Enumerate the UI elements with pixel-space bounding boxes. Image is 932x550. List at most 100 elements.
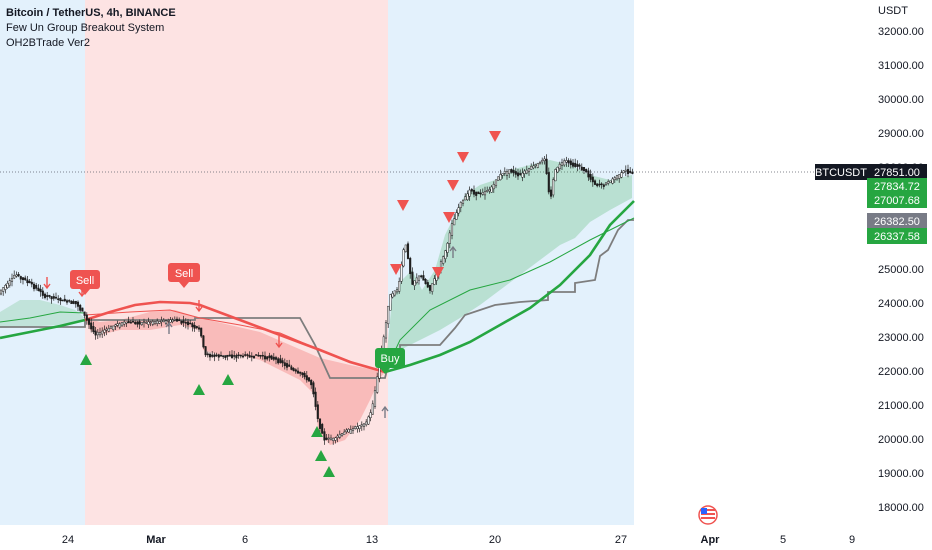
candle-body <box>356 426 359 430</box>
candle-body <box>208 353 212 358</box>
candle-body <box>191 323 194 328</box>
candle-body <box>624 169 627 172</box>
candle-body <box>156 320 159 324</box>
candle-body <box>200 327 203 337</box>
price-axis[interactable]: 32000.0031000.0030000.0029000.0028000.00… <box>878 26 924 514</box>
candle-body <box>72 301 75 304</box>
arrow-markers <box>43 245 457 418</box>
candle-body <box>118 323 121 328</box>
ma-thin-green-left <box>0 311 86 323</box>
candle-body <box>171 319 174 323</box>
sell-signal-2[interactable]: Sell <box>168 263 200 288</box>
candle-body <box>536 163 539 168</box>
candle-body <box>193 324 196 329</box>
candle-body <box>8 280 11 286</box>
price-tick-label: 24000.00 <box>878 298 924 310</box>
candle-body <box>327 437 330 440</box>
indicator-legend-1[interactable]: Few Un Group Breakout System <box>6 22 165 34</box>
green-cloud-left <box>0 300 85 328</box>
candle-body <box>263 355 267 360</box>
candle-body <box>347 428 350 433</box>
candle-body <box>323 431 326 441</box>
candle-body <box>459 202 462 208</box>
candle-body <box>607 181 610 184</box>
candle-body <box>70 300 73 304</box>
candle-body <box>501 173 504 176</box>
candle-body <box>593 180 597 185</box>
ma-thick-green-right <box>384 200 635 374</box>
candle-body <box>622 170 625 174</box>
candle-body <box>532 165 535 169</box>
chart-title[interactable]: Bitcoin / TetherUS, 4h, BINANCE <box>6 7 176 19</box>
candle-body <box>481 192 484 195</box>
buy-signal[interactable]: Buy <box>375 348 405 374</box>
candle-body <box>101 330 104 335</box>
candle-body <box>585 168 588 173</box>
candle-body <box>398 281 401 292</box>
candle-body <box>455 212 458 220</box>
candle-body <box>305 375 308 381</box>
indicator-tag-3: 26382.50 <box>867 213 927 229</box>
candle-body <box>241 355 245 358</box>
candle-body <box>534 164 537 166</box>
price-tick-label: 20000.00 <box>878 434 924 446</box>
candle-body <box>545 158 548 174</box>
time-tick-label: Mar <box>146 534 166 546</box>
candle-body <box>543 158 546 161</box>
price-tick-label: 30000.00 <box>878 94 924 106</box>
candle-body <box>516 172 520 177</box>
time-axis[interactable]: 24 Mar 6 13 20 27 Apr 5 9 <box>62 534 855 546</box>
candle-body <box>255 354 258 356</box>
down-triangle-markers <box>390 131 501 278</box>
time-tick-label: Apr <box>701 534 721 546</box>
time-tick-label: 9 <box>849 534 855 546</box>
candle-body <box>499 174 502 181</box>
candle-body <box>571 162 575 167</box>
candle-body <box>494 179 498 187</box>
candle-body <box>417 275 421 281</box>
red-cloud <box>85 310 385 445</box>
indicator-legend-2[interactable]: OH2BTrade Ver2 <box>6 37 90 49</box>
candle-body <box>202 335 205 348</box>
sell-signal-1[interactable]: Sell <box>70 270 100 295</box>
candle-body <box>250 355 253 358</box>
candle-body <box>259 355 262 357</box>
candle-body <box>175 318 179 322</box>
candle-body <box>226 354 229 357</box>
symbol-tag: BTCUSDT <box>815 164 867 180</box>
candle-body <box>10 278 14 282</box>
candle-body <box>90 322 93 330</box>
candle-body <box>213 354 216 358</box>
candle-body <box>576 163 579 167</box>
ma-thin-green-right <box>384 217 635 373</box>
candle-body <box>268 355 271 358</box>
candle-body <box>503 171 506 174</box>
candle-body <box>65 300 69 303</box>
candle-body <box>563 160 566 166</box>
candle-body <box>384 322 388 339</box>
candle-body <box>301 372 304 376</box>
price-tick-label: 19000.00 <box>878 468 924 480</box>
us-flag-icon[interactable] <box>698 505 718 525</box>
indicator-tag-2: 27007.68 <box>867 192 927 208</box>
candle-body <box>35 284 38 289</box>
candle-body <box>391 293 394 298</box>
candle-body <box>24 277 27 281</box>
candle-body <box>288 364 291 367</box>
candle-body <box>413 280 416 286</box>
candle-body <box>582 167 586 172</box>
candle-body <box>547 172 550 193</box>
candle-body <box>400 264 403 282</box>
candle-body <box>591 176 594 183</box>
candle-body <box>195 326 198 329</box>
candle-body <box>340 433 344 437</box>
candle-body <box>626 169 630 174</box>
green-cloud-right <box>385 160 632 372</box>
candle-body <box>131 321 135 323</box>
candle-body <box>395 289 399 293</box>
candle-body <box>629 170 632 173</box>
candle-body <box>486 190 489 192</box>
candle-body <box>613 177 616 181</box>
sell-label-1: Sell <box>76 275 94 287</box>
